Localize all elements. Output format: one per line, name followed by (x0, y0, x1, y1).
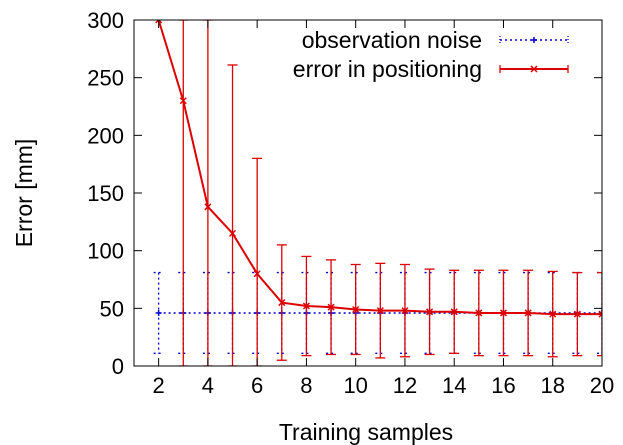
legend-label-0: observation noise (302, 27, 482, 53)
data-point-x (401, 307, 409, 315)
data-point-x (327, 303, 335, 311)
x-tick-label: 14 (442, 373, 466, 398)
data-point-x (253, 270, 261, 278)
y-axis-label: Error [mm] (11, 139, 37, 248)
data-point-x (302, 302, 310, 310)
x-tick-label: 20 (590, 373, 614, 398)
series-layer (153, 20, 602, 366)
y-tick-label: 250 (87, 66, 124, 91)
legend-label-1: error in positioning (293, 56, 482, 82)
x-tick-label: 8 (300, 373, 312, 398)
x-tick-label: 2 (153, 373, 165, 398)
data-point-plus (155, 309, 162, 316)
x-tick-label: 12 (393, 373, 417, 398)
data-point-x (204, 203, 212, 211)
y-tick-label: 100 (87, 239, 124, 264)
x-tick-label: 16 (491, 373, 515, 398)
data-point-x (598, 310, 602, 318)
y-tick-label: 0 (112, 354, 124, 379)
data-point-x (352, 305, 360, 314)
y-tick-label: 50 (100, 296, 124, 321)
x-tick-label: 10 (343, 373, 367, 398)
data-point-x (426, 308, 434, 316)
data-point-x (475, 309, 483, 317)
data-point-x (179, 97, 187, 105)
data-point-x (376, 307, 384, 315)
data-point-x (228, 229, 237, 237)
legend-marker-plus (531, 37, 537, 43)
x-tick-label: 4 (202, 373, 214, 398)
data-point-x (549, 310, 557, 318)
data-point-x (524, 309, 532, 317)
series-1 (155, 20, 602, 366)
data-point-x (450, 308, 458, 316)
x-axis-label: Training samples (279, 419, 453, 445)
y-tick-label: 200 (87, 123, 124, 148)
data-point-x (499, 309, 508, 317)
x-tick-label: 18 (540, 373, 564, 398)
x-tick-label: 6 (251, 373, 263, 398)
data-point-x (573, 310, 581, 318)
y-tick-label: 300 (87, 8, 124, 33)
legend-marker-x (530, 65, 538, 73)
y-tick-label: 150 (87, 181, 124, 206)
data-point-x (278, 299, 286, 307)
legend: observation noise error in positioning (293, 27, 569, 82)
data-point-x (155, 20, 163, 24)
